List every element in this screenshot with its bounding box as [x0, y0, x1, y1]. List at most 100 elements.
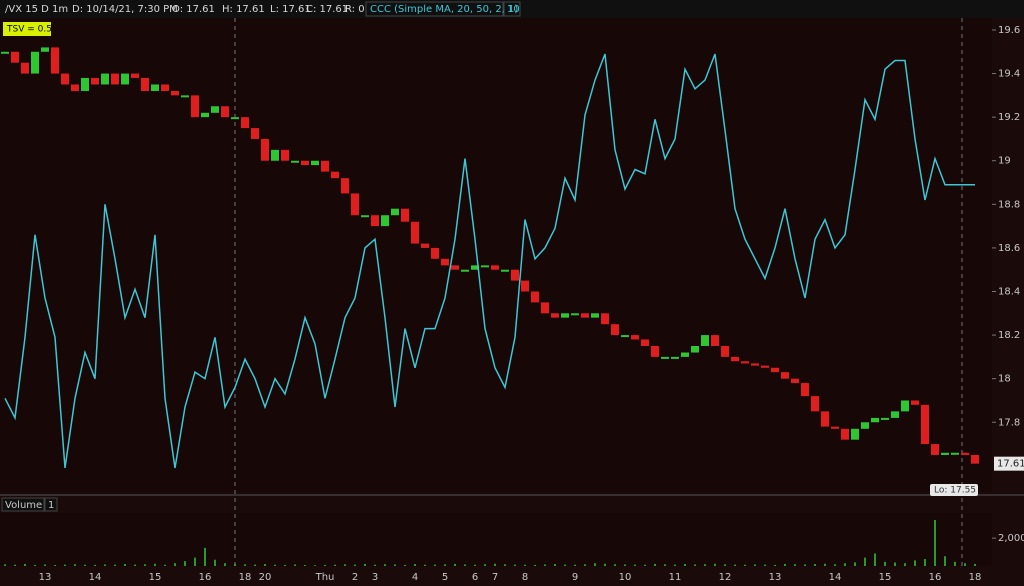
price-bar — [391, 208, 399, 216]
volume-bar — [914, 560, 916, 566]
volume-bar — [954, 561, 956, 566]
x-tick-label: 6 — [472, 572, 478, 583]
volume-bar — [144, 564, 146, 566]
price-bar — [591, 313, 599, 318]
price-bar — [101, 73, 109, 85]
y-tick-label: 18.8 — [998, 199, 1020, 210]
volume-bar — [854, 562, 856, 566]
y-tick-label: 18.4 — [998, 287, 1020, 298]
y-tick-label: 18 — [998, 374, 1011, 385]
x-tick-label: 12 — [719, 572, 732, 583]
price-bar — [951, 452, 959, 455]
volume-bar — [964, 563, 966, 566]
pane-title-box — [44, 497, 58, 512]
price-bar — [461, 269, 469, 272]
price-bar — [831, 426, 839, 429]
volume-bar — [804, 564, 806, 566]
price-bar — [971, 454, 979, 464]
badge-bg — [3, 22, 51, 36]
price-bar — [341, 178, 349, 194]
volume-bar — [44, 564, 46, 566]
price-bar — [811, 396, 819, 412]
price-bar — [141, 77, 149, 92]
volume-bar — [824, 563, 826, 566]
volume-bar — [74, 564, 76, 566]
volume-bar — [724, 564, 726, 566]
price-bar — [681, 352, 689, 357]
price-bar — [841, 428, 849, 440]
x-tick-label: 13 — [39, 572, 52, 583]
price-bar — [501, 269, 509, 272]
price-bar — [531, 291, 539, 303]
price-bar — [631, 335, 639, 340]
x-tick-label: 13 — [769, 572, 782, 583]
price-bar — [581, 313, 589, 318]
price-bar — [711, 335, 719, 346]
price-bar — [231, 117, 239, 120]
volume-bar — [444, 564, 446, 566]
volume-bar — [434, 564, 436, 566]
volume-bar — [674, 564, 676, 566]
volume-bar — [494, 563, 496, 566]
volume-bar — [414, 564, 416, 566]
volume-bar — [284, 564, 286, 566]
price-bar — [921, 404, 929, 445]
price-bar — [751, 363, 759, 366]
volume-bar — [944, 556, 946, 566]
volume-bar — [664, 564, 666, 566]
volume-bar — [524, 564, 526, 566]
volume-bar — [274, 564, 276, 566]
price-bar — [431, 247, 439, 259]
volume-bar — [864, 557, 866, 566]
volume-bar — [604, 563, 606, 566]
header-bar — [0, 0, 1024, 18]
volume-bar — [354, 564, 356, 566]
last-price: 17.61 — [997, 459, 1024, 470]
volume-bar — [774, 564, 776, 566]
volume-bar — [814, 564, 816, 566]
volume-bar — [204, 547, 206, 566]
price-bar — [931, 444, 939, 455]
price-bar — [121, 73, 129, 85]
price-bar — [81, 77, 89, 92]
price-bar — [381, 215, 389, 227]
volume-bar — [14, 564, 16, 566]
price-bar — [701, 335, 709, 346]
x-tick-label: 2 — [352, 572, 358, 583]
volume-bar — [424, 564, 426, 566]
price-bar — [191, 95, 199, 118]
indicator-line — [4, 53, 975, 469]
x-tick-label: 20 — [259, 572, 272, 583]
x-tick-label: 16 — [929, 572, 942, 583]
price-bar — [451, 265, 459, 270]
volume-bar — [94, 564, 96, 566]
price-bar — [91, 77, 99, 85]
x-tick-label: 9 — [572, 572, 578, 583]
low-label: Lo: 17.55 — [934, 486, 976, 496]
y-tick-label: 18.6 — [998, 243, 1020, 254]
price-bar — [301, 160, 309, 166]
price-bar — [241, 117, 249, 129]
study-box — [365, 1, 504, 17]
symbol: /VX 15 D 1m — [5, 4, 68, 15]
pane-title: Volume — [5, 500, 42, 511]
price-bar — [941, 452, 949, 455]
price-bar — [411, 221, 419, 244]
volume-bar — [364, 563, 366, 566]
price-bar — [41, 47, 49, 52]
price-bar — [891, 411, 899, 418]
y-tick-label: 17.8 — [998, 417, 1020, 428]
volume-bar — [344, 564, 346, 566]
volume-bar — [184, 561, 186, 566]
price-bar — [511, 269, 519, 281]
y-tick-label: 2,000 — [998, 533, 1024, 544]
study-box — [503, 1, 521, 17]
price-bar — [541, 302, 549, 314]
volume-bar — [174, 563, 176, 566]
price-bar — [961, 452, 969, 455]
volume-bar — [154, 563, 156, 566]
volume-bar — [924, 559, 926, 566]
price-bar — [861, 422, 869, 429]
info: C: 17.61 — [306, 4, 348, 15]
volume-bar — [54, 565, 56, 566]
